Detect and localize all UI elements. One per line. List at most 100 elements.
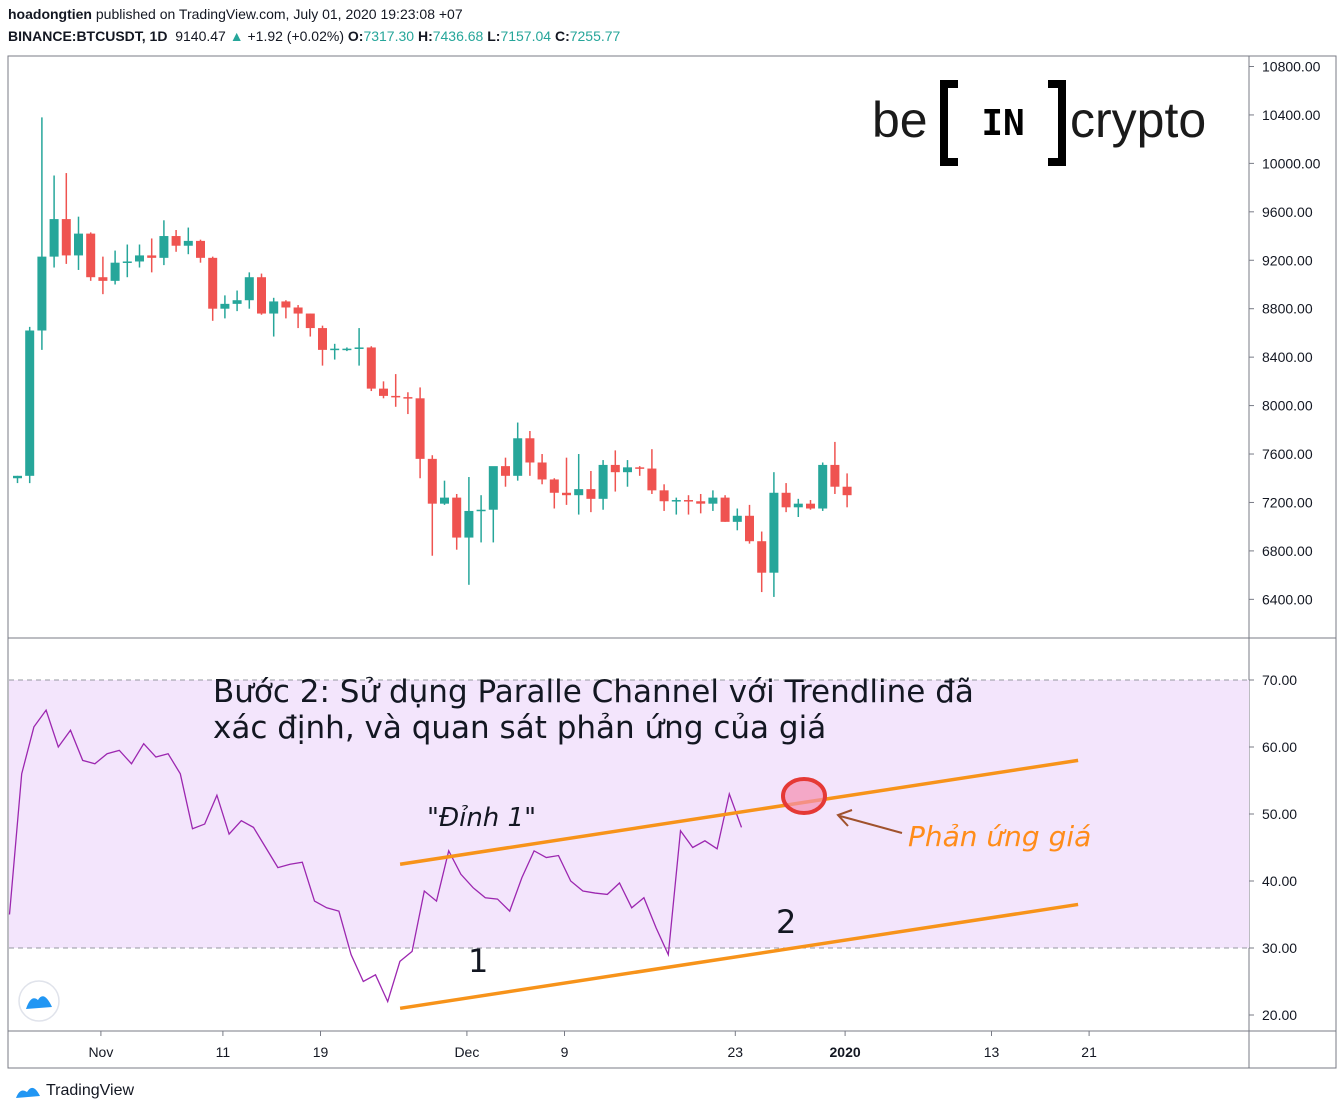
tradingview-footer-logo[interactable]: TradingView bbox=[14, 1082, 134, 1100]
time-tick-label: 19 bbox=[313, 1044, 329, 1060]
candle-body bbox=[147, 255, 157, 258]
touch1-label: 1 bbox=[468, 942, 488, 980]
candle bbox=[720, 495, 730, 522]
candle-body bbox=[391, 395, 401, 398]
candle-body bbox=[464, 510, 474, 538]
candle bbox=[427, 455, 437, 556]
candle-body bbox=[37, 256, 47, 331]
candle-body bbox=[684, 500, 693, 502]
channel-upper-line[interactable] bbox=[399, 758, 1079, 866]
price-axis[interactable]: 10800.00 10400.00 10000.00 9600.00 9200.00 88… bbox=[1249, 59, 1321, 608]
candle bbox=[269, 297, 279, 337]
candle bbox=[415, 387, 425, 479]
high-value: 7436.68 bbox=[432, 28, 484, 44]
candle bbox=[574, 454, 584, 515]
candle-body bbox=[379, 388, 388, 396]
rsi-axis[interactable]: 70.00 60.00 50.00 40.00 30.00 20.00 bbox=[1249, 672, 1297, 1023]
candle bbox=[501, 457, 510, 487]
candle-body bbox=[220, 303, 230, 309]
price-tick-label: 10400.00 bbox=[1262, 107, 1321, 123]
candle bbox=[98, 256, 108, 295]
candles bbox=[13, 117, 852, 597]
time-tick-label: 13 bbox=[984, 1044, 1000, 1060]
candle-body bbox=[574, 489, 584, 496]
price-tick-label: 8400.00 bbox=[1262, 349, 1313, 365]
candle-body bbox=[183, 240, 193, 246]
rsi-tick-label: 20.00 bbox=[1262, 1007, 1297, 1023]
candle bbox=[171, 229, 181, 252]
candle bbox=[366, 346, 376, 392]
parallel-channel[interactable] bbox=[399, 758, 1079, 1011]
time-tick-label: 9 bbox=[561, 1044, 569, 1060]
candle bbox=[61, 173, 71, 264]
candle bbox=[513, 422, 523, 481]
candle-body bbox=[769, 492, 779, 573]
candle bbox=[586, 470, 596, 513]
candle-body bbox=[366, 347, 376, 389]
candle-body bbox=[501, 466, 510, 476]
candle bbox=[37, 117, 47, 350]
candle bbox=[842, 473, 852, 508]
reaction-arrow-icon bbox=[836, 809, 903, 834]
candle-body bbox=[659, 490, 669, 502]
candle-body bbox=[257, 277, 266, 314]
candle-body bbox=[671, 500, 681, 502]
candle-body bbox=[610, 464, 620, 473]
price-tick-label: 8000.00 bbox=[1262, 398, 1313, 414]
tv-badge-icon[interactable] bbox=[18, 980, 60, 1022]
candle bbox=[781, 483, 791, 513]
candle bbox=[757, 531, 767, 593]
candle bbox=[635, 466, 645, 476]
price-tick-label: 6800.00 bbox=[1262, 543, 1313, 559]
candle-body bbox=[793, 503, 803, 508]
time-tick-label: 11 bbox=[216, 1044, 231, 1060]
candle-body bbox=[452, 497, 462, 538]
candle-body bbox=[476, 509, 486, 512]
step-title-line1: Bước 2: Sử dụng Paralle Channel với Tren… bbox=[213, 674, 974, 710]
candle bbox=[159, 220, 169, 266]
candle bbox=[818, 462, 828, 511]
candle-body bbox=[269, 301, 279, 314]
candle-body bbox=[488, 466, 498, 510]
time-tick-label: 23 bbox=[728, 1044, 744, 1060]
candle-body bbox=[293, 307, 303, 314]
candle-body bbox=[122, 261, 132, 263]
rsi-series-line bbox=[8, 708, 743, 1004]
candle bbox=[293, 305, 303, 329]
candle bbox=[732, 508, 742, 531]
candle-body bbox=[696, 501, 706, 504]
reaction-highlight bbox=[781, 777, 827, 815]
time-tick-label: 2020 bbox=[830, 1044, 861, 1060]
price-tick-label: 6400.00 bbox=[1262, 591, 1313, 607]
candle bbox=[74, 216, 83, 270]
channel-lower-line[interactable] bbox=[399, 902, 1079, 1011]
candle bbox=[476, 495, 486, 543]
candle bbox=[220, 295, 230, 319]
logo-right: crypto bbox=[1070, 92, 1206, 148]
candle bbox=[549, 478, 559, 509]
candle-body bbox=[745, 515, 754, 542]
candle-body bbox=[98, 277, 108, 281]
last-price: 9140.47 bbox=[175, 28, 226, 44]
open-value: 7317.30 bbox=[363, 28, 415, 44]
candle-body bbox=[342, 348, 352, 351]
candle bbox=[647, 449, 657, 494]
candle bbox=[318, 325, 327, 366]
author[interactable]: hoadongtien bbox=[8, 6, 92, 22]
candle bbox=[135, 244, 144, 268]
candle-body bbox=[25, 330, 35, 476]
candle bbox=[684, 495, 693, 515]
chart-frame bbox=[7, 55, 1337, 1069]
time-axis[interactable]: Nov 11 19 Dec 9 23 2020 13 21 bbox=[88, 1031, 1097, 1060]
candle-body bbox=[330, 348, 340, 351]
candle-body bbox=[415, 398, 425, 459]
candle bbox=[147, 238, 157, 273]
up-arrow-icon: ▲ bbox=[229, 28, 244, 44]
time-tick-label: 21 bbox=[1081, 1044, 1097, 1060]
candle bbox=[830, 441, 840, 494]
symbol-info: BINANCE:BTCUSDT, 1D 9140.47 ▲ +1.92 (+0.… bbox=[8, 28, 620, 44]
candle-body bbox=[562, 492, 571, 496]
close-label: C: bbox=[554, 28, 570, 44]
price-change: +1.92 (+0.02%) bbox=[247, 28, 344, 44]
